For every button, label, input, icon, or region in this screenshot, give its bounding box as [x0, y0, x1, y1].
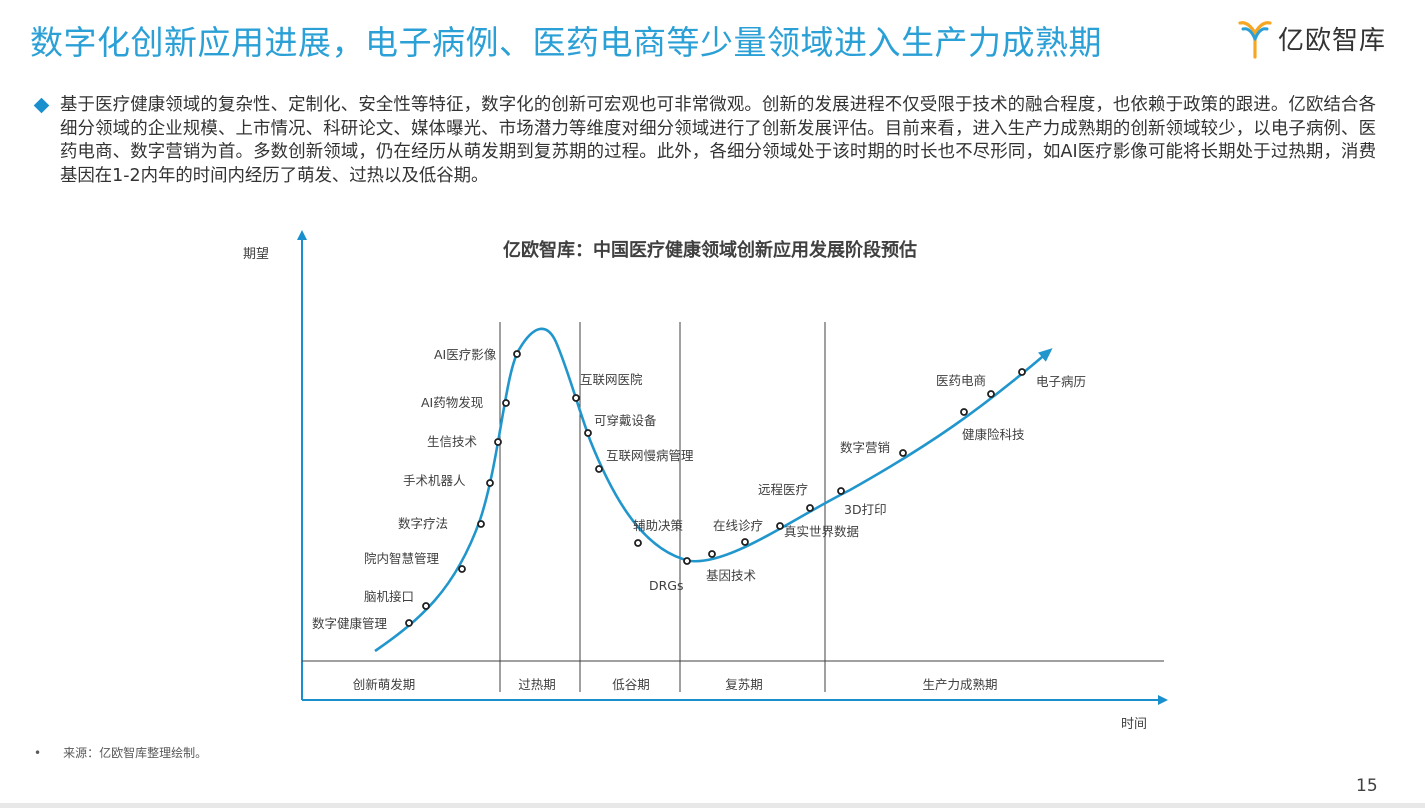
intro-text: 基于医疗健康领域的复杂性、定制化、安全性等特征，数字化的创新可宏观也可非常微观。…: [60, 95, 1376, 186]
yiou-logo-icon: [1238, 21, 1272, 59]
point-label: 远程医疗: [758, 482, 808, 497]
point-label: 数字健康管理: [312, 616, 388, 631]
y-axis-label: 期望: [243, 246, 269, 262]
curve-point: [494, 438, 502, 446]
point-label: 脑机接口: [364, 589, 414, 604]
point-label: 数字疗法: [398, 516, 448, 531]
phase-label: 低谷期: [612, 677, 650, 692]
point-label: 手术机器人: [403, 473, 466, 488]
point-label: 医药电商: [936, 373, 986, 388]
curve-point: [422, 602, 430, 610]
phase-label: 生产力成熟期: [922, 677, 997, 692]
curve-point: [1018, 368, 1026, 376]
curve-point: [987, 390, 995, 398]
point-label: 可穿戴设备: [594, 413, 657, 428]
curve-point: [405, 619, 413, 627]
x-axis-label: 时间: [1121, 717, 1147, 732]
curve-point: [634, 539, 642, 547]
point-label: AI药物发现: [421, 395, 483, 410]
logo: 亿欧智库: [1238, 16, 1386, 60]
curve-point: [806, 504, 814, 512]
curve-point: [458, 565, 466, 573]
source-text: 来源：亿欧智库整理绘制。: [63, 746, 208, 760]
curve-point: [572, 394, 580, 402]
curve-point: [776, 522, 784, 530]
intro-paragraph: 基于医疗健康领域的复杂性、定制化、安全性等特征，数字化的创新可宏观也可非常微观。…: [33, 94, 1376, 188]
point-label: 真实世界数据: [784, 524, 859, 539]
phase-label: 创新萌发期: [353, 677, 416, 692]
source-note: • 来源：亿欧智库整理绘制。: [34, 744, 207, 761]
curve-point: [837, 487, 845, 495]
curve-point: [486, 479, 494, 487]
chart-title: 亿欧智库：中国医疗健康领域创新应用发展阶段预估: [503, 239, 917, 261]
curve-point: [960, 408, 968, 416]
curve-point: [584, 429, 592, 437]
point-label: 数字营销: [840, 440, 890, 455]
curve-point: [477, 520, 485, 528]
point-label: 互联网慢病管理: [606, 448, 694, 463]
point-label: 院内智慧管理: [364, 551, 440, 566]
point-label: AI医疗影像: [434, 347, 497, 362]
curve-point: [502, 399, 510, 407]
phase-label: 过热期: [518, 677, 556, 692]
curve-point: [683, 557, 691, 565]
source-bullet: •: [34, 746, 42, 760]
page-title: 数字化创新应用进展，电子病例、医药电商等少量领域进入生产力成熟期: [30, 23, 1102, 62]
point-label: 在线诊疗: [713, 518, 763, 533]
curve-point: [708, 550, 716, 558]
point-label: 基因技术: [706, 568, 757, 583]
curve-point: [741, 538, 749, 546]
point-label: 生信技术: [427, 434, 478, 449]
bottom-divider: [0, 803, 1425, 808]
point-label: DRGs: [649, 578, 684, 593]
point-label: 互联网医院: [580, 372, 643, 387]
logo-text: 亿欧智库: [1278, 25, 1387, 56]
page-number: 15: [1356, 776, 1378, 796]
curve-point: [595, 465, 603, 473]
hype-curve: [374, 327, 1053, 653]
point-label: 电子病历: [1036, 374, 1086, 389]
curve-point: [899, 449, 907, 457]
phase-label: 复苏期: [725, 677, 763, 692]
point-label: 健康险科技: [962, 427, 1025, 442]
point-label: 3D打印: [844, 502, 887, 517]
point-label: 辅助决策: [633, 518, 684, 533]
curve-point: [513, 350, 521, 358]
